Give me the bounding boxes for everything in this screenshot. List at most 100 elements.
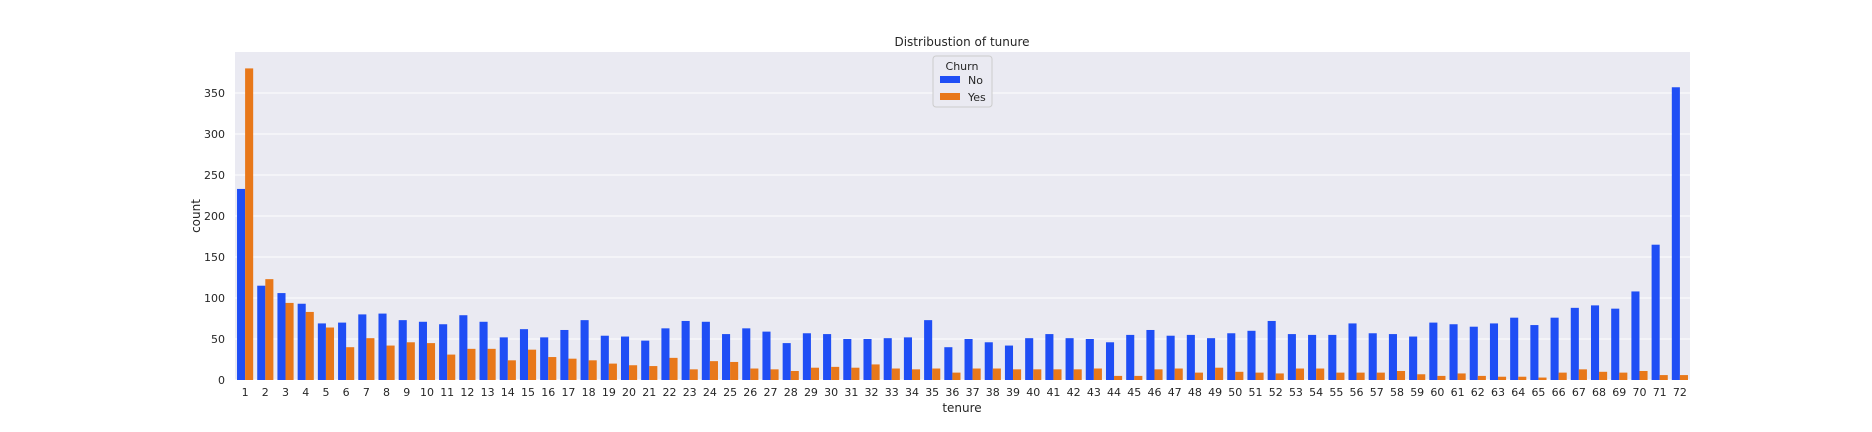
bar-no-35 <box>924 320 933 380</box>
bar-no-39 <box>1004 345 1014 380</box>
bar-no-22 <box>661 328 670 380</box>
bar-no-4 <box>297 303 306 380</box>
bar-yes-3 <box>285 302 294 380</box>
x-tick-label: 7 <box>363 386 370 399</box>
bar-yes-32 <box>871 364 880 380</box>
bar-yes-38 <box>992 368 1001 380</box>
x-tick-label: 5 <box>322 386 329 399</box>
x-tick-label: 51 <box>1249 386 1263 399</box>
bar-yes-69 <box>1619 372 1628 380</box>
bar-yes-47 <box>1174 368 1183 380</box>
bar-no-3 <box>277 293 286 380</box>
bar-no-62 <box>1469 326 1478 380</box>
bar-no-6 <box>338 322 347 380</box>
bar-no-41 <box>1045 334 1054 380</box>
bar-no-34 <box>903 337 912 380</box>
bar-no-19 <box>600 335 609 380</box>
y-tick-label: 50 <box>211 333 225 346</box>
bar-yes-68 <box>1599 371 1608 380</box>
bar-yes-35 <box>932 368 941 380</box>
bar-yes-72 <box>1679 375 1688 380</box>
bar-yes-1 <box>245 68 254 381</box>
x-tick-label: 49 <box>1208 386 1222 399</box>
bar-yes-58 <box>1396 370 1406 380</box>
bar-no-31 <box>843 339 852 380</box>
x-tick-label: 70 <box>1632 386 1646 399</box>
bar-no-27 <box>762 331 771 380</box>
x-tick-label: 33 <box>885 386 899 399</box>
x-tick-label: 19 <box>602 386 616 399</box>
bar-yes-59 <box>1417 374 1426 380</box>
bar-yes-30 <box>831 366 840 380</box>
bar-yes-71 <box>1659 375 1668 380</box>
x-tick-label: 45 <box>1127 386 1141 399</box>
bar-no-63 <box>1489 323 1499 380</box>
bar-yes-60 <box>1437 375 1446 380</box>
bar-no-18 <box>580 320 589 380</box>
bar-yes-23 <box>689 369 698 380</box>
bar-no-66 <box>1550 317 1559 380</box>
bar-yes-67 <box>1578 369 1587 380</box>
x-tick-label: 22 <box>662 386 676 399</box>
bar-yes-39 <box>1013 369 1022 380</box>
x-tick-label: 6 <box>343 386 350 399</box>
bar-yes-18 <box>588 360 597 380</box>
y-tick-labels: 0 50 100 150 200 250 300 350 <box>204 87 225 387</box>
bar-no-72 <box>1671 87 1680 380</box>
x-tick-label: 44 <box>1107 386 1121 399</box>
bar-yes-6 <box>346 347 355 380</box>
x-tick-label: 34 <box>905 386 919 399</box>
x-tick-label: 56 <box>1350 386 1364 399</box>
bar-no-67 <box>1570 307 1579 380</box>
x-tick-label: 43 <box>1087 386 1101 399</box>
bar-no-15 <box>519 329 529 380</box>
bar-yes-17 <box>568 358 577 380</box>
bar-yes-22 <box>669 357 678 380</box>
x-tick-label: 1 <box>242 386 249 399</box>
x-tick-label: 69 <box>1612 386 1626 399</box>
bar-no-21 <box>641 340 650 380</box>
bar-no-11 <box>439 324 448 380</box>
bar-no-12 <box>459 315 468 380</box>
bar-yes-11 <box>447 354 456 380</box>
legend-label-no: No <box>968 74 983 87</box>
grid-lines <box>235 92 1690 381</box>
x-tick-label: 27 <box>764 386 778 399</box>
bar-yes-55 <box>1336 372 1345 380</box>
bar-no-1 <box>237 188 246 380</box>
y-tick-label: 200 <box>204 210 225 223</box>
bar-yes-26 <box>750 368 759 380</box>
bar-no-57 <box>1368 333 1377 380</box>
x-tick-label: 32 <box>865 386 879 399</box>
x-tick-label: 4 <box>302 386 309 399</box>
bar-yes-54 <box>1316 368 1325 380</box>
bar-no-29 <box>802 333 811 380</box>
y-tick-label: 150 <box>204 251 225 264</box>
bar-yes-13 <box>487 348 496 380</box>
x-tick-label: 62 <box>1471 386 1485 399</box>
x-tick-label: 48 <box>1188 386 1202 399</box>
bar-yes-2 <box>265 279 274 380</box>
bar-yes-7 <box>366 338 375 380</box>
x-tick-label: 23 <box>683 386 697 399</box>
bar-yes-53 <box>1295 368 1305 380</box>
x-tick-label: 21 <box>642 386 656 399</box>
bar-no-20 <box>620 336 630 380</box>
y-tick-label: 300 <box>204 128 225 141</box>
bar-yes-28 <box>790 370 799 380</box>
x-tick-label: 53 <box>1289 386 1303 399</box>
x-tick-label: 13 <box>481 386 495 399</box>
bar-yes-50 <box>1235 371 1244 380</box>
bar-no-23 <box>681 320 690 380</box>
x-tick-label: 66 <box>1552 386 1566 399</box>
y-axis-label: count <box>189 199 203 233</box>
bar-no-9 <box>398 320 407 380</box>
bar-no-44 <box>1105 342 1115 380</box>
bar-no-25 <box>722 334 731 380</box>
x-tick-label: 72 <box>1673 386 1687 399</box>
bar-no-52 <box>1267 320 1276 380</box>
x-tick-label: 9 <box>403 386 410 399</box>
x-tick-label: 31 <box>844 386 858 399</box>
